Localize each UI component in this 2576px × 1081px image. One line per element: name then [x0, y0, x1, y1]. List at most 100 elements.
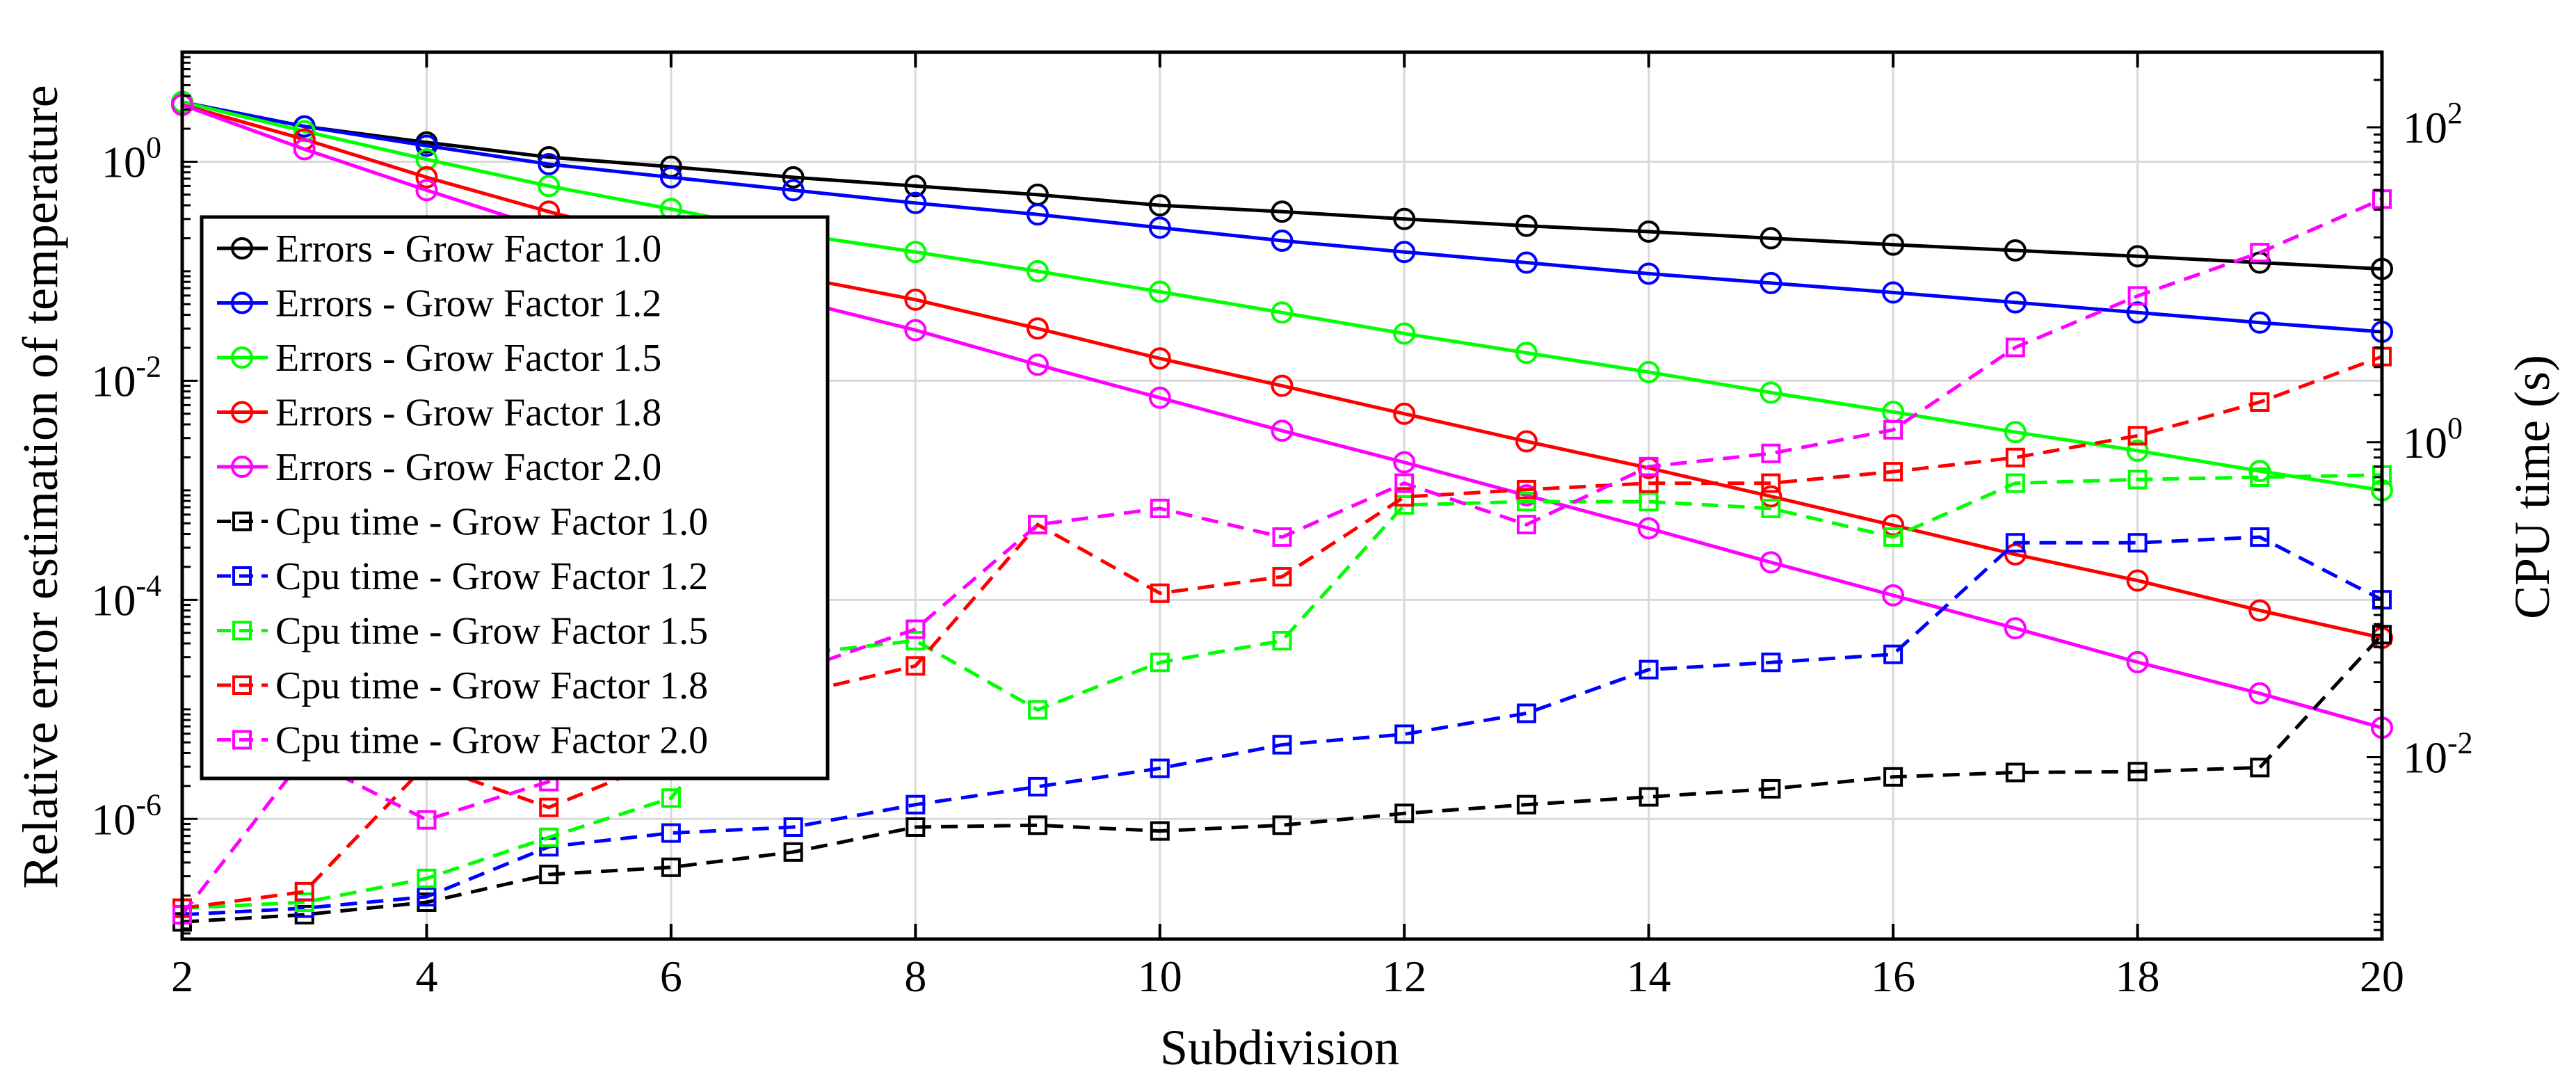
data-point: [904, 241, 927, 264]
data-point: [1883, 644, 1903, 664]
data-point: [1516, 794, 1536, 815]
data-point: [783, 817, 803, 837]
series-line: [182, 633, 2383, 924]
data-point: [1393, 451, 1416, 474]
data-point: [905, 656, 926, 676]
data-point: [539, 827, 559, 847]
data-point: [1393, 241, 1416, 264]
data-point: [1761, 498, 1781, 518]
data-point: [1639, 492, 1659, 512]
legend-entry-label: Errors - Grow Factor 1.5: [275, 337, 661, 380]
data-point: [415, 134, 438, 157]
data-point: [2004, 421, 2027, 444]
data-point: [1637, 220, 1660, 243]
x-tick-label: 14: [1627, 952, 1671, 1001]
data-point: [2248, 682, 2271, 705]
data-point: [904, 288, 927, 311]
series-line: [182, 355, 2383, 911]
data-point: [2005, 337, 2025, 358]
data-point: [1027, 203, 1049, 226]
data-point: [2126, 569, 2149, 592]
data-point: [1761, 652, 1781, 673]
data-point: [417, 868, 437, 888]
series-line: [181, 197, 2383, 916]
data-point: [1027, 259, 1049, 282]
data-point: [417, 887, 437, 907]
data-point: [1516, 492, 1536, 512]
data-point: [1148, 216, 1171, 239]
data-point: [782, 179, 805, 202]
x-tick-label: 12: [1382, 952, 1426, 1001]
x-tick-label: 6: [660, 952, 682, 1001]
data-point: [1516, 703, 1536, 723]
data-point: [2127, 286, 2148, 306]
legend-entry-label: Cpu time - Grow Factor 1.0: [275, 501, 708, 544]
data-point: [1882, 233, 1905, 256]
data-point: [1760, 381, 1782, 404]
data-point: [415, 166, 438, 189]
axes: 2 4 6 8 10 12 14 16 18 20 100 10-2 10-4 10-6 102 100 10-…: [91, 50, 2473, 1001]
data-point: [1761, 443, 1781, 463]
data-point: [1883, 527, 1903, 547]
data-point: [1150, 498, 1170, 518]
data-point: [1882, 281, 1905, 304]
data-point: [1028, 815, 1048, 835]
data-point: [1637, 262, 1660, 285]
data-point: [2250, 527, 2270, 547]
data-point: [1028, 515, 1048, 535]
data-point: [1150, 583, 1170, 603]
data-point: [661, 788, 681, 808]
legend-entry-label: Cpu time - Grow Factor 1.5: [275, 610, 708, 653]
y-tick-label-left: 10-4: [91, 568, 161, 625]
data-point: [293, 138, 316, 161]
x-tick-label: 18: [2116, 952, 2160, 1001]
data-point: [1148, 194, 1171, 217]
y-tick-label-right: 102: [2403, 96, 2463, 152]
y-axis-label-right: CPU time (s): [2504, 355, 2560, 619]
data-point: [905, 794, 926, 815]
data-point: [1882, 514, 1905, 537]
data-point: [417, 810, 437, 830]
y-tick-label-left: 10-2: [91, 349, 161, 406]
legend-entry-label: Cpu time - Grow Factor 1.2: [275, 555, 708, 598]
data-point: [1883, 767, 1903, 787]
data-point: [2127, 426, 2148, 446]
data-point: [1148, 386, 1171, 409]
legend-marker: [231, 401, 253, 424]
data-point: [905, 630, 926, 650]
data-point: [1150, 758, 1170, 778]
data-point: [904, 319, 927, 342]
legend-marker: [231, 346, 253, 369]
y-tick-label-right: 100: [2403, 411, 2463, 467]
data-point: [415, 179, 438, 202]
data-point: [904, 191, 927, 214]
data-point: [1883, 419, 1903, 440]
data-point: [2005, 447, 2025, 467]
y-tick-label-left: 100: [102, 130, 161, 186]
data-point: [539, 797, 559, 817]
x-axis-label: Subdivision: [1160, 1020, 1399, 1075]
legend-box: [200, 215, 830, 780]
data-point: [1271, 200, 1294, 223]
data-point: [1760, 271, 1782, 294]
legend-entry-label: Cpu time - Grow Factor 1.8: [275, 664, 708, 707]
data-point: [1394, 803, 1415, 824]
data-point: [1515, 251, 1538, 274]
legend-entry-label: Errors - Grow Factor 1.0: [275, 227, 661, 271]
data-point: [1271, 230, 1294, 253]
data-point: [1393, 207, 1416, 230]
data-point: [1760, 485, 1782, 508]
data-point: [294, 892, 314, 913]
data-point: [1515, 214, 1538, 237]
legend-marker: [231, 456, 253, 478]
x-tick-label: 8: [904, 952, 926, 1001]
legend-marker: [232, 730, 252, 750]
data-point: [539, 865, 559, 885]
data-point: [661, 857, 681, 877]
data-point: [1272, 815, 1292, 835]
data-point: [2250, 243, 2270, 263]
legend-entry-label: Errors - Grow Factor 1.8: [275, 392, 661, 435]
data-point: [1882, 584, 1905, 607]
data-point: [1148, 347, 1171, 370]
data-point: [538, 145, 561, 168]
